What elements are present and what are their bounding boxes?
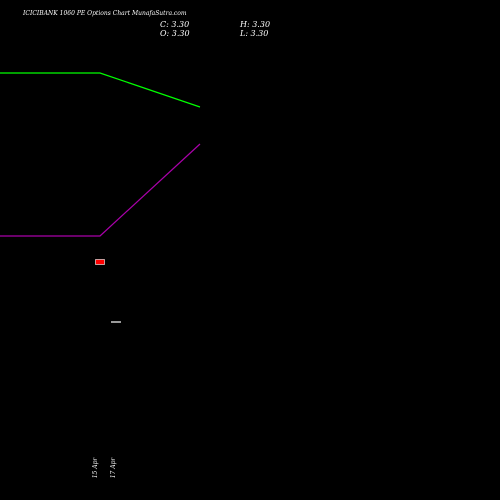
x-tick-label-2: 17 Apr [110, 457, 117, 479]
close-value: C: 3.30 [160, 20, 190, 29]
candle-1 [95, 259, 105, 265]
series-line-2 [0, 143, 201, 237]
high-value: H: 3.30 [240, 20, 271, 29]
x-tick-label-1: 15 Apr [92, 457, 99, 479]
series-line-1 [0, 72, 201, 108]
chart-title: ICICIBANK 1060 PE Options Chart MunafaSu… [23, 10, 187, 17]
low-value: L: 3.30 [240, 29, 269, 38]
open-value: O: 3.30 [160, 29, 190, 38]
